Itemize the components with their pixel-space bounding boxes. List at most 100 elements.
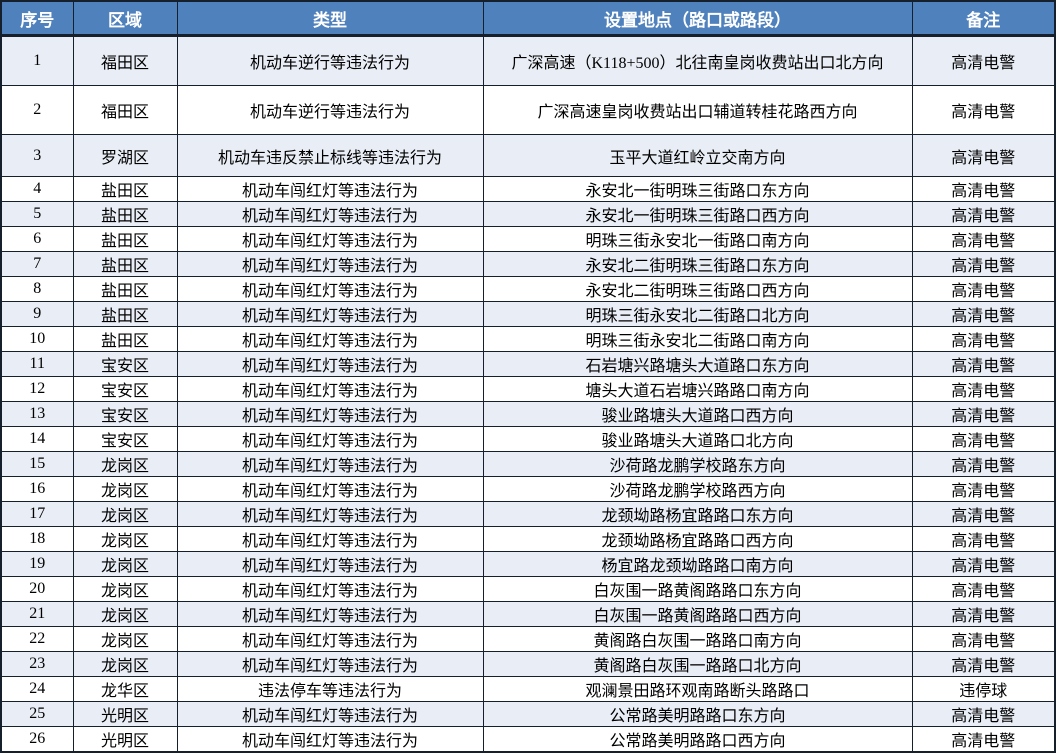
cell-district: 罗湖区 — [72, 134, 178, 177]
cell-district: 宝安区 — [72, 376, 178, 402]
cell-note: 高清电警 — [911, 326, 1056, 352]
table-row: 12 宝安区 机动车闯红灯等违法行为 塘头大道石岩塘兴路路口南方向 高清电警 — [0, 376, 1056, 402]
cell-location: 永安北二街明珠三街路口东方向 — [482, 251, 913, 277]
cell-location: 永安北一街明珠三街路口东方向 — [482, 176, 913, 202]
cell-location: 公常路美明路路口东方向 — [482, 701, 913, 727]
table-row: 15 龙岗区 机动车闯红灯等违法行为 沙荷路龙鹏学校路东方向 高清电警 — [0, 451, 1056, 477]
cell-note: 高清电警 — [911, 476, 1056, 502]
cell-index: 21 — [0, 601, 74, 627]
cell-location: 龙颈坳路杨宜路路口西方向 — [482, 526, 913, 552]
cell-district: 盐田区 — [72, 201, 178, 227]
cell-index: 7 — [0, 251, 74, 277]
cell-index: 20 — [0, 576, 74, 602]
cell-index: 18 — [0, 526, 74, 552]
column-header-note: 备注 — [911, 0, 1056, 37]
cell-district: 龙华区 — [72, 676, 178, 702]
cell-location: 观澜景田路环观南路断头路路口 — [482, 676, 913, 702]
cell-location: 明珠三街永安北二街路口北方向 — [482, 301, 913, 327]
header-row: 序号 区域 类型 设置地点（路口或路段） 备注 — [0, 0, 1056, 37]
cell-type: 违法停车等违法行为 — [176, 676, 484, 702]
column-header-location: 设置地点（路口或路段） — [482, 0, 913, 37]
cell-location: 黄阁路白灰围一路路口北方向 — [482, 651, 913, 677]
cell-type: 机动车闯红灯等违法行为 — [176, 601, 484, 627]
cell-index: 9 — [0, 301, 74, 327]
cell-note: 高清电警 — [911, 351, 1056, 377]
cell-note: 高清电警 — [911, 226, 1056, 252]
cell-district: 龙岗区 — [72, 626, 178, 652]
cell-location: 永安北二街明珠三街路口西方向 — [482, 276, 913, 302]
cell-note: 高清电警 — [911, 201, 1056, 227]
cell-note: 高清电警 — [911, 376, 1056, 402]
cell-district: 盐田区 — [72, 251, 178, 277]
cell-type: 机动车闯红灯等违法行为 — [176, 726, 484, 753]
cell-note: 高清电警 — [911, 251, 1056, 277]
cell-location: 白灰围一路黄阁路路口西方向 — [482, 601, 913, 627]
cell-index: 8 — [0, 276, 74, 302]
cell-type: 机动车闯红灯等违法行为 — [176, 351, 484, 377]
cell-type: 机动车闯红灯等违法行为 — [176, 301, 484, 327]
cell-index: 1 — [0, 35, 74, 86]
cell-district: 龙岗区 — [72, 476, 178, 502]
table-body: 1 福田区 机动车逆行等违法行为 广深高速（K118+500）北往南皇岗收费站出… — [0, 35, 1056, 753]
cell-note: 高清电警 — [911, 601, 1056, 627]
cell-type: 机动车闯红灯等违法行为 — [176, 201, 484, 227]
table-row: 10 盐田区 机动车闯红灯等违法行为 明珠三街永安北二街路口南方向 高清电警 — [0, 326, 1056, 352]
cell-location: 骏业路塘头大道路口北方向 — [482, 426, 913, 452]
cell-type: 机动车闯红灯等违法行为 — [176, 326, 484, 352]
column-header-type: 类型 — [176, 0, 484, 37]
cell-district: 福田区 — [72, 35, 178, 86]
cell-location: 明珠三街永安北二街路口南方向 — [482, 326, 913, 352]
cell-district: 龙岗区 — [72, 526, 178, 552]
table-header: 序号 区域 类型 设置地点（路口或路段） 备注 — [0, 0, 1056, 37]
cell-note: 高清电警 — [911, 726, 1056, 753]
cell-location: 杨宜路龙颈坳路路口南方向 — [482, 551, 913, 577]
cell-note: 高清电警 — [911, 501, 1056, 527]
cell-location: 广深高速皇岗收费站出口辅道转桂花路西方向 — [482, 85, 913, 135]
cell-note: 高清电警 — [911, 276, 1056, 302]
cell-district: 龙岗区 — [72, 601, 178, 627]
cell-index: 25 — [0, 701, 74, 727]
cell-type: 机动车闯红灯等违法行为 — [176, 276, 484, 302]
table-row: 19 龙岗区 机动车闯红灯等违法行为 杨宜路龙颈坳路路口南方向 高清电警 — [0, 551, 1056, 577]
cell-location: 骏业路塘头大道路口西方向 — [482, 401, 913, 427]
cell-district: 盐田区 — [72, 176, 178, 202]
cell-district: 龙岗区 — [72, 451, 178, 477]
cell-note: 违停球 — [911, 676, 1056, 702]
table-row: 11 宝安区 机动车闯红灯等违法行为 石岩塘兴路塘头大道路口东方向 高清电警 — [0, 351, 1056, 377]
table-row: 7 盐田区 机动车闯红灯等违法行为 永安北二街明珠三街路口东方向 高清电警 — [0, 251, 1056, 277]
cell-index: 13 — [0, 401, 74, 427]
table-row: 1 福田区 机动车逆行等违法行为 广深高速（K118+500）北往南皇岗收费站出… — [0, 35, 1056, 86]
cell-location: 广深高速（K118+500）北往南皇岗收费站出口北方向 — [482, 35, 913, 86]
table-row: 18 龙岗区 机动车闯红灯等违法行为 龙颈坳路杨宜路路口西方向 高清电警 — [0, 526, 1056, 552]
cell-type: 机动车闯红灯等违法行为 — [176, 251, 484, 277]
cell-type: 机动车闯红灯等违法行为 — [176, 476, 484, 502]
table-row: 8 盐田区 机动车闯红灯等违法行为 永安北二街明珠三街路口西方向 高清电警 — [0, 276, 1056, 302]
cell-index: 19 — [0, 551, 74, 577]
cell-type: 机动车闯红灯等违法行为 — [176, 451, 484, 477]
table-row: 4 盐田区 机动车闯红灯等违法行为 永安北一街明珠三街路口东方向 高清电警 — [0, 176, 1056, 202]
cell-location: 玉平大道红岭立交南方向 — [482, 134, 913, 177]
cell-type: 机动车闯红灯等违法行为 — [176, 526, 484, 552]
cell-type: 机动车闯红灯等违法行为 — [176, 176, 484, 202]
cell-location: 白灰围一路黄阁路路口东方向 — [482, 576, 913, 602]
cell-note: 高清电警 — [911, 301, 1056, 327]
cell-district: 宝安区 — [72, 426, 178, 452]
cell-type: 机动车逆行等违法行为 — [176, 85, 484, 135]
table-row: 16 龙岗区 机动车闯红灯等违法行为 沙荷路龙鹏学校路西方向 高清电警 — [0, 476, 1056, 502]
table-row: 9 盐田区 机动车闯红灯等违法行为 明珠三街永安北二街路口北方向 高清电警 — [0, 301, 1056, 327]
column-header-district: 区域 — [72, 0, 178, 37]
cell-district: 龙岗区 — [72, 501, 178, 527]
table-row: 5 盐田区 机动车闯红灯等违法行为 永安北一街明珠三街路口西方向 高清电警 — [0, 201, 1056, 227]
table-row: 24 龙华区 违法停车等违法行为 观澜景田路环观南路断头路路口 违停球 — [0, 676, 1056, 702]
cell-index: 17 — [0, 501, 74, 527]
cell-district: 盐田区 — [72, 276, 178, 302]
cell-type: 机动车闯红灯等违法行为 — [176, 376, 484, 402]
cell-district: 龙岗区 — [72, 651, 178, 677]
cell-type: 机动车闯红灯等违法行为 — [176, 226, 484, 252]
cell-index: 5 — [0, 201, 74, 227]
table-row: 25 光明区 机动车闯红灯等违法行为 公常路美明路路口东方向 高清电警 — [0, 701, 1056, 727]
cell-type: 机动车逆行等违法行为 — [176, 35, 484, 86]
cell-type: 机动车闯红灯等违法行为 — [176, 626, 484, 652]
cell-note: 高清电警 — [911, 35, 1056, 86]
cell-type: 机动车闯红灯等违法行为 — [176, 651, 484, 677]
